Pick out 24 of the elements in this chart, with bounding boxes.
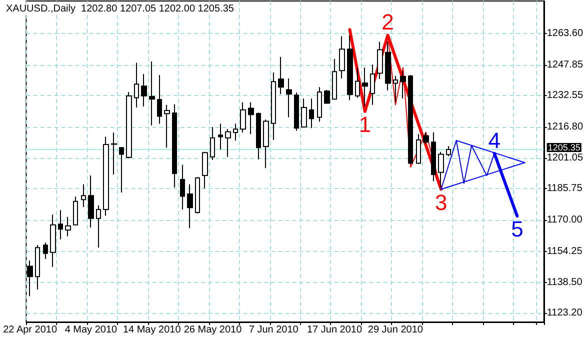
y-tick-label: 1247.85 [546, 59, 584, 70]
ref-line-label: 1205.35 [548, 142, 580, 153]
y-tick-label: 1138.50 [546, 277, 583, 288]
annotation: 2 [382, 10, 394, 35]
x-tick-label: 14 May 2010 [122, 324, 182, 336]
y-tick-label: 1263.60 [546, 28, 584, 40]
chart-title: XAUUSD.,Daily 1202.80 1207.05 1202.00 1205.35 [6, 4, 234, 14]
y-tick-label: 1232.55 [546, 90, 584, 101]
y-tick-label: 1123.20 [546, 308, 583, 319]
x-tick-label: 17 Jun 2010 [306, 324, 362, 336]
y-tick-label: 1201.05 [546, 152, 584, 164]
annotation: 3 [434, 190, 448, 215]
annotation: 5 [511, 216, 524, 242]
y-tick-label: 1170.00 [546, 214, 583, 226]
y-tick-label: 1185.75 [546, 183, 583, 194]
x-tick-label: 26 May 2010 [184, 324, 242, 336]
x-tick-label: 4 May 2010 [64, 324, 118, 336]
annotation: 4 [488, 128, 500, 153]
x-tick-label: 7 Jun 2010 [248, 324, 299, 336]
annotation: 1 [358, 112, 372, 137]
x-tick-label: 29 Jun 2010 [368, 324, 424, 336]
y-tick-label: 1216.80 [546, 121, 584, 132]
y-tick-label: 1154.25 [546, 246, 583, 257]
x-tick-label: 22 Apr 2010 [3, 324, 58, 336]
